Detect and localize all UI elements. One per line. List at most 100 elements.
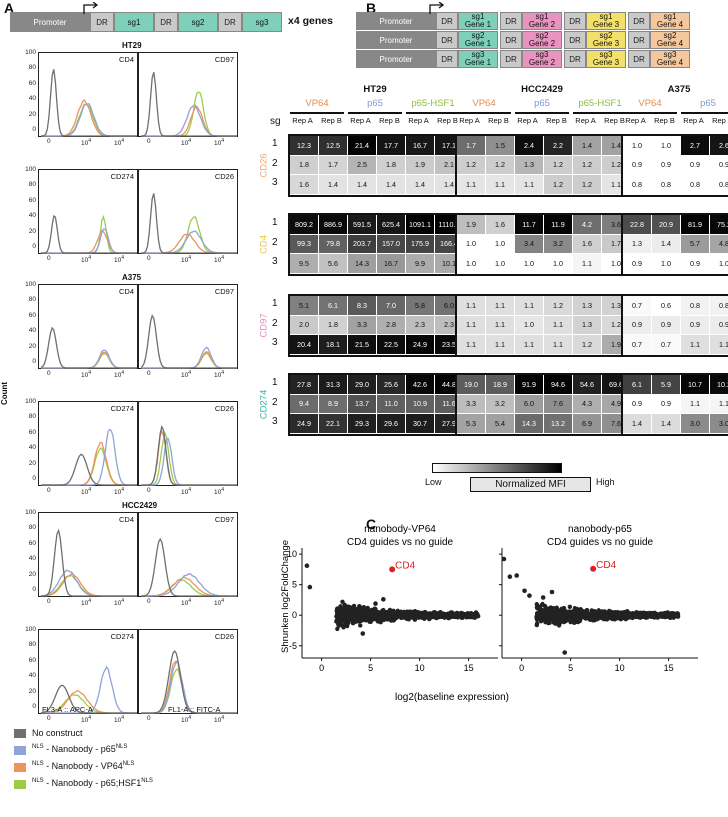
x-tick-label: 104 [181, 370, 192, 380]
y-tick-label: 20 [28, 110, 36, 118]
heatmap-cell: 0.8 [681, 175, 710, 195]
heatmap-cell: 2.3 [406, 315, 435, 335]
heatmap-cell: 1.1 [710, 335, 728, 355]
sg-row-label: 2 [272, 157, 278, 169]
heatmap-cell: 1.0 [652, 136, 681, 156]
heatmap-cell: 1.1 [457, 296, 486, 316]
heatmap-cell: 91.9 [515, 375, 544, 395]
legend-swatch-p65 [14, 746, 26, 755]
gene-point [336, 623, 341, 628]
gene-point [350, 620, 355, 625]
heatmap-cell: 1.1 [681, 394, 710, 414]
heatmap-cell: 30.7 [406, 414, 435, 434]
colorbar [432, 463, 562, 473]
heatmap-cell: 0.9 [652, 315, 681, 335]
gene-point [360, 631, 366, 636]
heatmap-cell: 22.8 [623, 215, 652, 235]
gene-point [437, 611, 442, 617]
heatmap-block: 1.1 1.1 1.1 1.2 1.3 1.3 1.1 1.1 1.0 1.1 1.3 1.2 1.1 1… [455, 294, 633, 357]
heatmap-block: 6.15.910.710.20.90.91.11.11.41.43.03.0 [621, 373, 728, 436]
gene-point [378, 619, 383, 625]
marker-label: CD26 [214, 632, 234, 641]
volcano-subtitle: CD4 guides vs no guide [347, 537, 454, 548]
heatmap-cell: 3.0 [710, 414, 728, 434]
heatmap-cell: 203.7 [348, 234, 377, 254]
heatmap-cell: 81.9 [681, 215, 710, 235]
cell-line-label: HT29 [122, 41, 142, 50]
activator-underline [348, 112, 402, 114]
rep-label: Rep B [321, 116, 342, 125]
volcano-x-label: log2(baseline expression) [395, 692, 509, 703]
heatmap-cell: 1.1 [544, 335, 573, 355]
x-tick-label: 5 [568, 663, 573, 673]
heatmap-cell: 1.7 [457, 136, 486, 156]
guide-gene-box: sg2 Gene 4 [650, 31, 690, 49]
highlight-label: CD4 [395, 560, 415, 571]
heatmap-cell: 2.6 [710, 136, 728, 156]
gene-point [534, 621, 540, 626]
gene-point [542, 608, 547, 613]
histogram-plot: CD26 [138, 401, 238, 486]
gene-point [385, 611, 390, 616]
heatmap-cell: 14.3 [348, 254, 377, 274]
y-tick-label: 5 [292, 580, 297, 590]
x-tick-label: 0 [147, 487, 151, 494]
y-tick-label: 20 [28, 570, 36, 578]
rep-label: Rep B [712, 116, 728, 125]
heatmap-cell: 11.0 [377, 394, 406, 414]
heatmap-cell: 21.4 [348, 136, 377, 156]
colorbar-title: Normalized MFI [470, 477, 591, 492]
x-tick-label: 0 [47, 370, 51, 377]
histogram-plot: CD274 [38, 169, 138, 254]
histogram-curves [40, 69, 137, 137]
x-tick-label: 104 [81, 598, 92, 608]
guide-gene-box: sg1 Gene 1 [458, 12, 498, 30]
sg-row-label: 2 [272, 236, 278, 248]
heatmap-cell: 1.2 [544, 155, 573, 175]
heatmap-cell: 10.9 [406, 394, 435, 414]
guide-gene-box: sg2 Gene 2 [522, 31, 562, 49]
heatmap-cell: 5.7 [681, 234, 710, 254]
heatmap-cell: 809.2 [290, 215, 319, 235]
gene-point [335, 611, 340, 617]
marker-label: CD97 [214, 55, 234, 64]
heatmap-block: 27.8 31.3 29.0 25.6 42.6 44.8 9.4 8.9 13.7 11.0 10… [288, 373, 466, 436]
x-tick-label: 104 [214, 487, 225, 497]
heatmap-block: 0.7 0.6 0.8 0.8 0.9 0.9 0.9 0.9 0.7 0.7 1.1 1.1 [621, 294, 728, 357]
heatmap-cell: 2.7 [681, 136, 710, 156]
heatmap-cell: 22.5 [377, 335, 406, 355]
sg-header: sg [270, 116, 281, 127]
marker-label: CD4 [118, 287, 134, 296]
heatmap-cell: 6.1 [623, 375, 652, 395]
legend-swatch-vp64 [14, 763, 26, 772]
heatmap-cell: 11.9 [544, 215, 573, 235]
heatmap-cell: 1.0 [544, 254, 573, 274]
heatmap-block: 1.7 1.5 2.4 2.2 1.4 1.4 1.2 1.2 1.3 1.2 1.2 1.2 1.1 1… [455, 134, 633, 197]
x-tick-label: 0 [47, 715, 51, 722]
histogram-curve-vp64 [141, 576, 237, 597]
dr-box: DR [628, 50, 650, 68]
heatmap-cell: 5.1 [290, 296, 319, 316]
gene-point [649, 612, 654, 617]
y-tick-label: 100 [25, 49, 36, 56]
heatmap-cell: 0.9 [681, 254, 710, 274]
histogram-plot: CD97 [138, 512, 238, 597]
gene-point [545, 606, 551, 611]
colorbar-high: High [596, 477, 615, 487]
histogram-curves [141, 649, 237, 714]
dr-box: DR [628, 31, 650, 49]
x-tick-label: 0 [147, 138, 151, 145]
heatmap-cell: 1.0 [486, 234, 515, 254]
sg2-box: sg2 [178, 12, 218, 32]
gene-label: CD97 [258, 313, 270, 338]
heatmap-cell: 1.0 [515, 254, 544, 274]
cell-line-label: A375 [122, 273, 142, 282]
gene-point [351, 603, 357, 609]
histogram-curves [140, 313, 237, 369]
heatmap-cell: 7.6 [544, 394, 573, 414]
sg-row-label: 1 [272, 377, 278, 388]
gene-point [307, 584, 313, 590]
histogram-curves [140, 537, 237, 597]
heatmap-block: 19.0 18.9 91.9 94.6 54.6 69.6 3.3 3.2 6.0 7.6 4.3 4… [455, 373, 633, 436]
gene-point [456, 612, 462, 617]
